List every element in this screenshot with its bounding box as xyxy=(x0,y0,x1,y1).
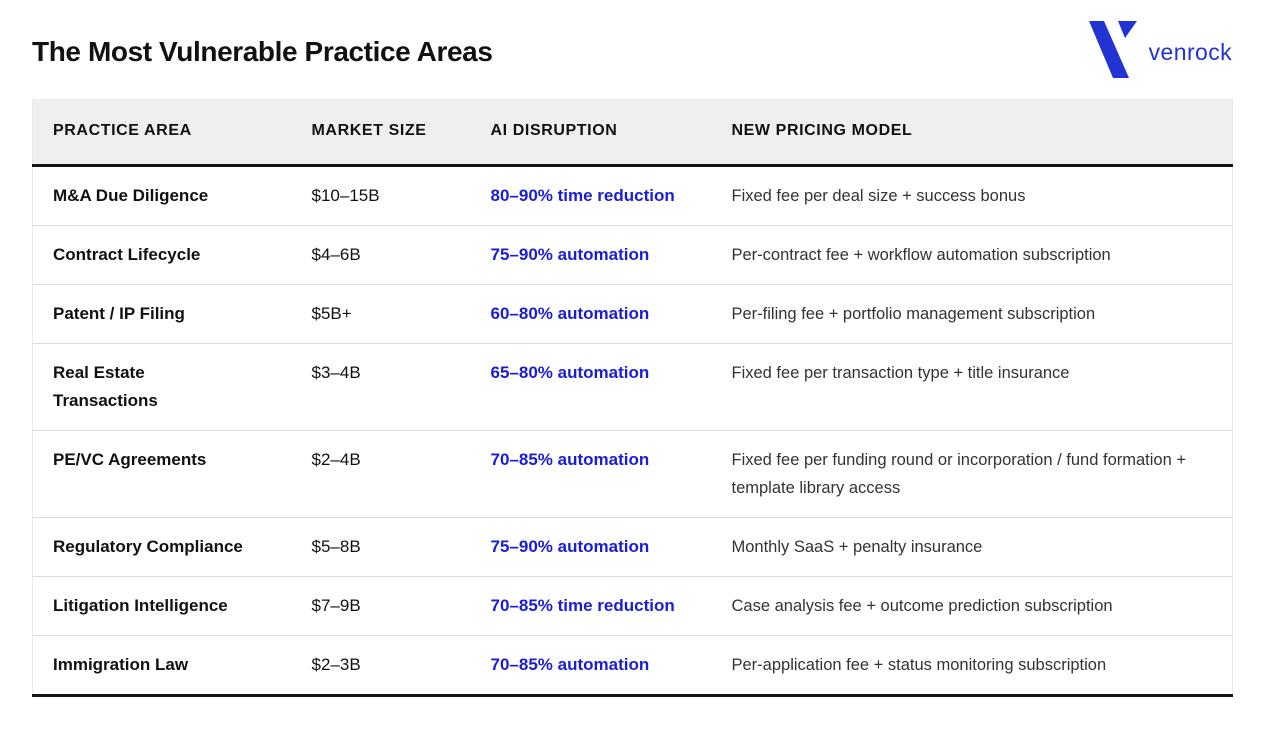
market-size-cell: $3–4B xyxy=(311,362,361,382)
top-bar: The Most Vulnerable Practice Areas venro… xyxy=(0,0,1272,84)
practice-area-cell: Immigration Law xyxy=(53,654,189,674)
pricing-model-cell: Monthly SaaS + penalty insurance xyxy=(731,537,983,556)
header-row: PRACTICE AREA MARKET SIZE AI DISRUPTION … xyxy=(32,99,1233,167)
practice-area-cell: Regulatory Compliance xyxy=(53,536,243,556)
pricing-model-cell: Case analysis fee + outcome prediction s… xyxy=(731,596,1113,615)
practice-area-cell: Litigation Intelligence xyxy=(53,595,228,615)
practice-area-cell: Contract Lifecycle xyxy=(53,244,201,264)
venrock-logo-text: venrock xyxy=(1148,38,1232,65)
venrock-v-mark-icon xyxy=(1088,21,1137,78)
market-size-cell: $2–4B xyxy=(311,449,361,469)
table-row: PE/VC Agreements $2–4B 70–85% automation… xyxy=(32,430,1233,517)
practice-area-cell: M&A Due Diligence xyxy=(53,185,209,205)
table-header: PRACTICE AREA MARKET SIZE AI DISRUPTION … xyxy=(32,99,1233,167)
column-header-ai-disruption: AI DISRUPTION xyxy=(470,99,712,167)
market-size-cell: $2–3B xyxy=(311,654,361,674)
market-size-cell: $10–15B xyxy=(311,185,380,205)
column-header-market-size: MARKET SIZE xyxy=(291,99,471,167)
venrock-logo: venrock xyxy=(1088,21,1232,79)
pricing-model-cell: Fixed fee per transaction type + title i… xyxy=(731,363,1070,382)
ai-disruption-cell: 80–90% time reduction xyxy=(490,185,675,205)
ai-disruption-cell: 75–90% automation xyxy=(490,536,650,556)
ai-disruption-cell: 65–80% automation xyxy=(490,362,650,382)
table-body: M&A Due Diligence $10–15B 80–90% time re… xyxy=(32,165,1233,695)
table-row: M&A Due Diligence $10–15B 80–90% time re… xyxy=(33,165,1233,225)
table-row: Immigration Law $2–3B 70–85% automation … xyxy=(32,635,1233,695)
practice-area-cell: Real Estate Transactions xyxy=(53,362,158,410)
ai-disruption-cell: 70–85% time reduction xyxy=(490,595,675,615)
column-header-new-pricing-model: NEW PRICING MODEL xyxy=(711,99,1233,167)
pricing-model-cell: Per-contract fee + workflow automation s… xyxy=(731,245,1111,264)
market-size-cell: $7–9B xyxy=(311,595,361,615)
market-size-cell: $4–6B xyxy=(311,244,361,264)
column-header-practice-area: PRACTICE AREA xyxy=(32,99,292,167)
table-row: Real Estate Transactions $3–4B 65–80% au… xyxy=(32,343,1233,430)
table-row: Contract Lifecycle $4–6B 75–90% automati… xyxy=(32,225,1233,284)
pricing-model-cell: Fixed fee per funding round or incorpora… xyxy=(731,450,1186,497)
ai-disruption-cell: 75–90% automation xyxy=(490,244,650,264)
market-size-cell: $5–8B xyxy=(311,536,361,556)
pricing-model-cell: Per-filing fee + portfolio management su… xyxy=(731,304,1096,323)
pricing-model-cell: Per-application fee + status monitoring … xyxy=(731,655,1107,674)
table-row: Litigation Intelligence $7–9B 70–85% tim… xyxy=(32,576,1233,635)
table-row: Regulatory Compliance $5–8B 75–90% autom… xyxy=(32,517,1233,576)
page-title: The Most Vulnerable Practice Areas xyxy=(32,36,493,67)
ai-disruption-cell: 70–85% automation xyxy=(490,449,650,469)
ai-disruption-cell: 70–85% automation xyxy=(490,654,650,674)
table-row: Patent / IP Filing $5B+ 60–80% automatio… xyxy=(32,284,1233,343)
practice-area-cell: PE/VC Agreements xyxy=(53,449,207,469)
ai-disruption-cell: 60–80% automation xyxy=(490,303,650,323)
market-size-cell: $5B+ xyxy=(311,303,352,323)
pricing-model-cell: Fixed fee per deal size + success bonus xyxy=(731,186,1026,205)
practice-area-cell: Patent / IP Filing xyxy=(53,303,185,323)
practice-areas-table: PRACTICE AREA MARKET SIZE AI DISRUPTION … xyxy=(32,99,1233,697)
